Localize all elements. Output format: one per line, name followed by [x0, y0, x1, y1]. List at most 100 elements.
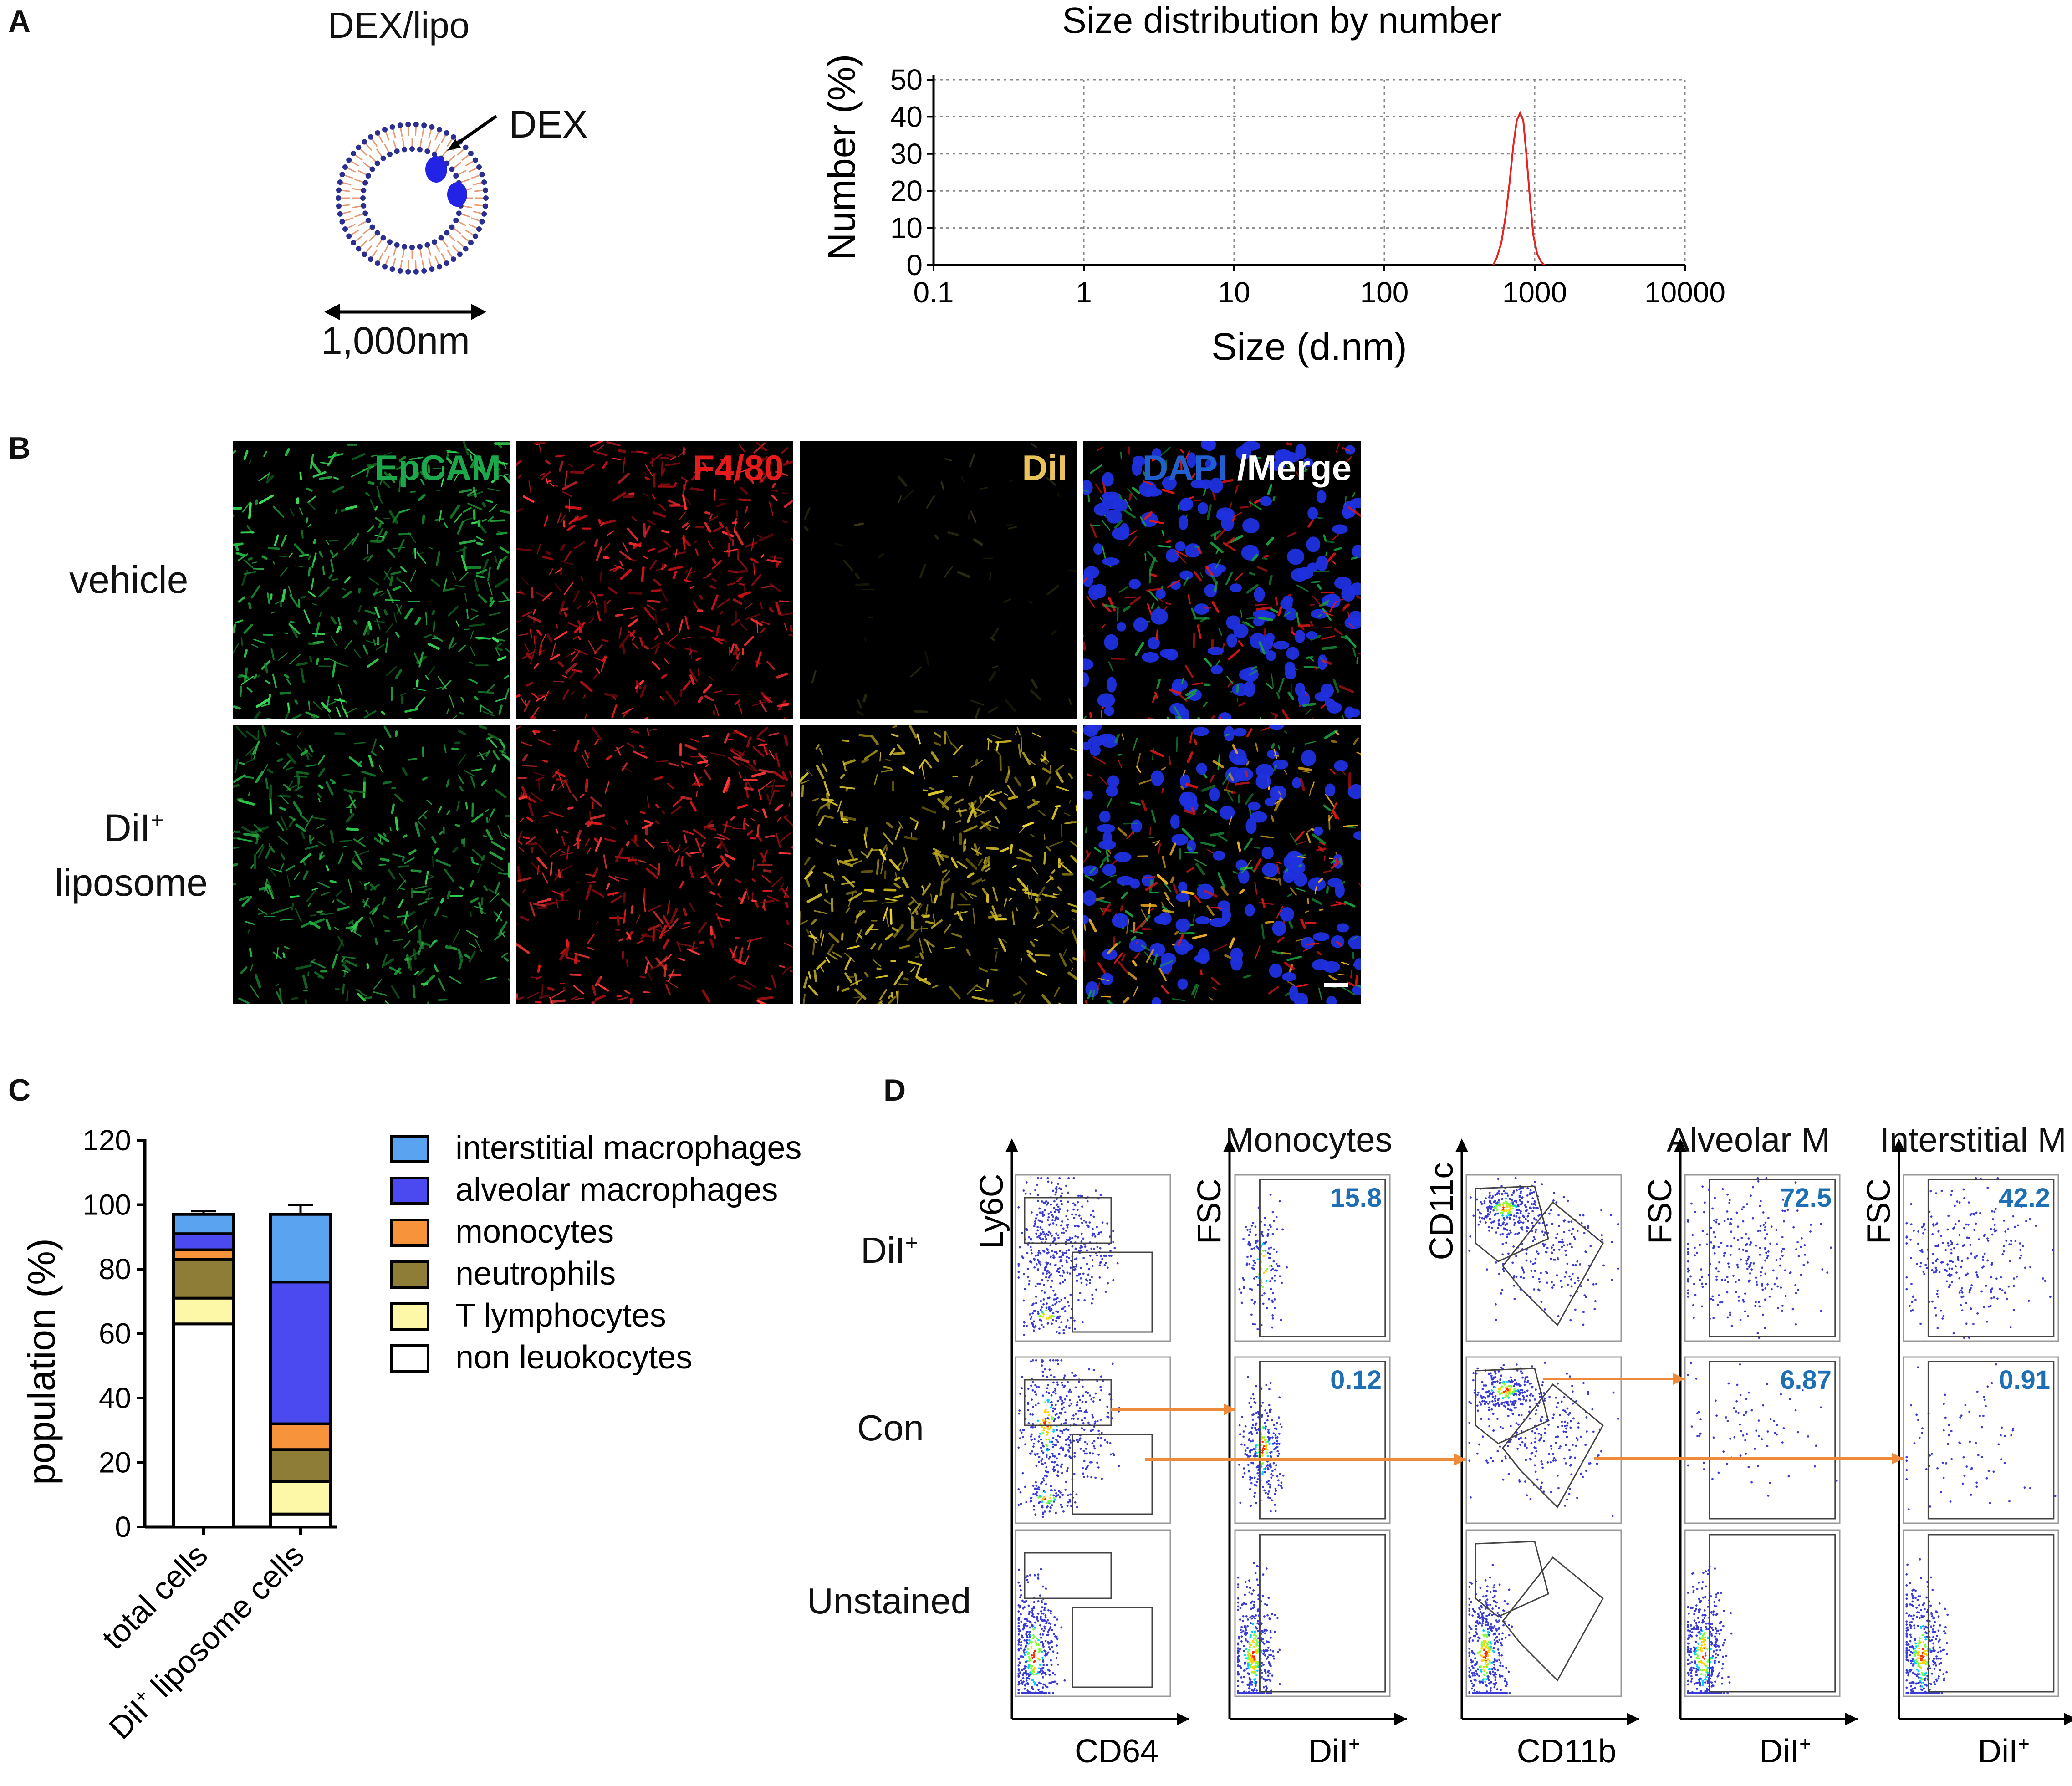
- nucleus: [1128, 579, 1141, 589]
- tissue-signal: [1263, 555, 1269, 558]
- lipid-head-outer: [405, 122, 411, 128]
- flow-event: [1072, 1202, 1075, 1205]
- tissue-signal: [519, 817, 524, 823]
- tissue-signal: [942, 870, 950, 880]
- flow-event: [1952, 1332, 1955, 1335]
- flow-event: [1998, 1288, 2001, 1291]
- y-tick-label: 20: [99, 1446, 131, 1479]
- flow-event: [1062, 1281, 1065, 1284]
- tissue-signal: [689, 865, 694, 878]
- flow-event: [1090, 1247, 1093, 1250]
- tissue-signal: [470, 630, 474, 639]
- flow-event: [1497, 1178, 1500, 1180]
- tissue-signal: [427, 892, 430, 898]
- tissue-signal: [755, 472, 765, 477]
- nucleus: [1308, 877, 1326, 891]
- tissue-signal: [326, 540, 330, 545]
- flow-event: [2009, 1326, 2012, 1328]
- tissue-signal: [428, 666, 435, 676]
- tissue-signal: [967, 513, 970, 520]
- lipid-head-inner: [424, 148, 430, 154]
- tissue-signal: [259, 495, 274, 505]
- tissue-signal: [883, 765, 892, 770]
- tissue-signal: [884, 933, 894, 941]
- flow-event: [2019, 1257, 2021, 1260]
- tissue-signal: [491, 764, 496, 773]
- tissue-signal: [735, 937, 740, 940]
- tissue-signal: [924, 760, 932, 769]
- flow-event: [1253, 1268, 1255, 1270]
- flow-event: [1501, 1193, 1504, 1195]
- tissue-signal: [712, 560, 722, 570]
- flow-event: [1513, 1298, 1516, 1300]
- tissue-signal: [751, 574, 762, 586]
- tissue-signal: [290, 895, 300, 898]
- flow-event: [1513, 1218, 1515, 1221]
- tissue-signal: [832, 951, 842, 958]
- flow-event: [1761, 1266, 1764, 1269]
- tissue-signal: [966, 984, 978, 995]
- tissue-signal: [372, 908, 378, 915]
- x-tick-label: 100: [1360, 276, 1409, 309]
- flow-event: [1600, 1209, 1602, 1212]
- tissue-signal: [337, 906, 350, 911]
- tissue-signal: [334, 662, 348, 667]
- tissue-signal: [561, 481, 577, 490]
- tissue-signal: [863, 834, 868, 848]
- tissue-signal: [703, 576, 708, 579]
- flow-event: [1243, 1286, 1245, 1288]
- tissue-signal: [485, 809, 489, 812]
- flow-event: [1601, 1234, 1603, 1236]
- tissue-signal: [691, 469, 703, 481]
- tissue-signal: [1332, 811, 1337, 820]
- flow-event: [1037, 1254, 1040, 1256]
- nucleus: [1280, 907, 1294, 922]
- tissue-signal: [573, 740, 580, 752]
- tissue-signal: [697, 696, 704, 703]
- flow-event: [1500, 1292, 1502, 1295]
- tissue-signal: [501, 952, 508, 958]
- flow-event: [1502, 1208, 1505, 1210]
- nucleus: [1196, 762, 1207, 775]
- tissue-signal: [276, 947, 279, 959]
- tissue-signal: [731, 945, 738, 959]
- tissue-signal: [1200, 841, 1216, 847]
- tissue-signal: [876, 859, 880, 875]
- flow-event: [1557, 1225, 1560, 1227]
- tissue-signal: [568, 464, 573, 467]
- tissue-signal: [760, 447, 766, 451]
- tissue-signal: [1245, 771, 1248, 778]
- tissue-signal: [719, 610, 724, 615]
- flow-event: [1068, 1238, 1071, 1241]
- micrograph-dil-liposome-epcam: [233, 725, 510, 1004]
- tissue-signal: [311, 816, 326, 821]
- flow-event: [1112, 1279, 1115, 1281]
- tissue-signal: [854, 910, 862, 924]
- tissue-signal: [1130, 801, 1141, 806]
- tissue-signal: [253, 826, 269, 833]
- flow-event: [1712, 1245, 1715, 1248]
- flow-event: [1041, 1200, 1043, 1203]
- flow-event: [1610, 1214, 1613, 1216]
- tissue-signal: [716, 903, 723, 907]
- tissue-signal: [1287, 981, 1296, 986]
- tissue-signal: [1133, 952, 1141, 959]
- flow-event: [1489, 1205, 1491, 1208]
- tissue-signal: [606, 883, 610, 890]
- lipid-head-outer: [336, 195, 341, 201]
- tissue-signal: [508, 978, 510, 982]
- flow-event: [1922, 1271, 1925, 1273]
- tissue-signal: [468, 517, 473, 520]
- tissue-signal: [771, 490, 778, 492]
- tissue-signal: [757, 726, 768, 737]
- flow-event: [1091, 1293, 1093, 1296]
- tissue-signal: [374, 506, 378, 511]
- tissue-signal: [838, 860, 853, 867]
- tissue-signal: [1166, 716, 1169, 719]
- flow-event: [1703, 1211, 1705, 1214]
- flow-event: [1055, 1319, 1057, 1322]
- tissue-signal: [301, 921, 312, 928]
- flow-event: [1022, 1273, 1025, 1276]
- flow-event: [1566, 1244, 1569, 1246]
- tissue-signal: [973, 843, 980, 856]
